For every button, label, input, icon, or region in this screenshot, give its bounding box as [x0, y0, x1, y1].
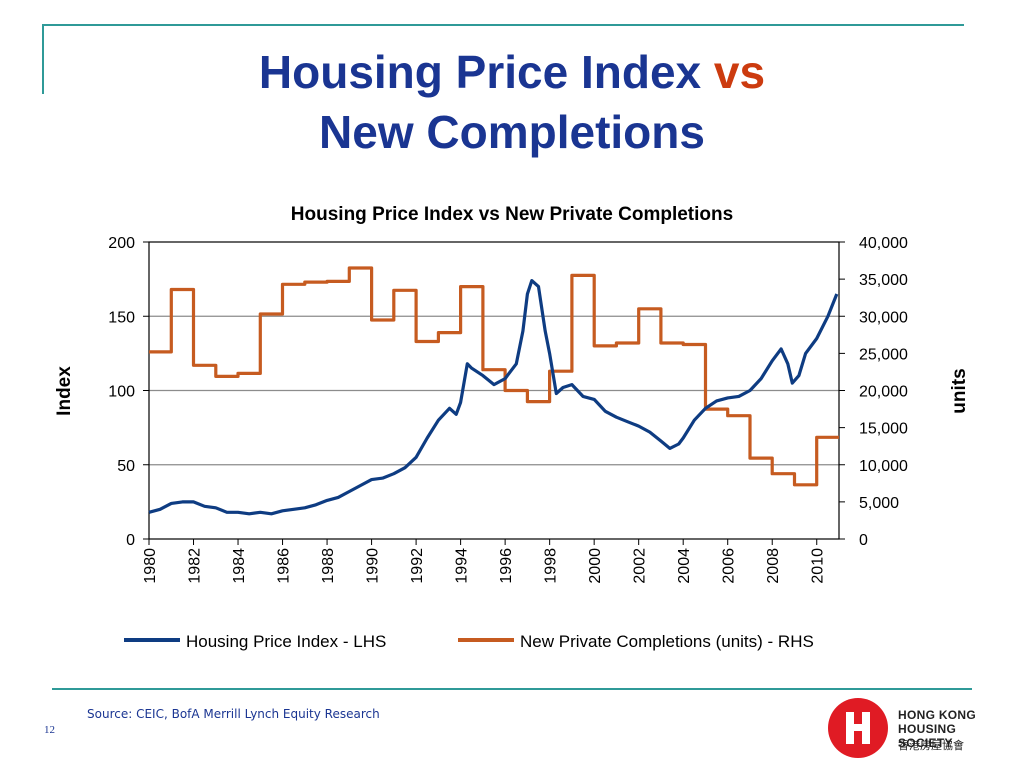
slide-title: Housing Price Index vs New Completions [0, 42, 1024, 162]
title-main: Housing Price Index [258, 46, 702, 98]
right-axis-ticks: 0 5,000 10,000 15,000 20,000 25,000 30,000 35,0… [839, 235, 908, 549]
left-tick-label: 50 [117, 458, 135, 475]
right-tick-label: 10,000 [859, 458, 908, 475]
series-line-new-private-completions [149, 266, 839, 487]
legend-label-housing-price-index: Housing Price Index - LHS [186, 632, 386, 651]
legend-label-new-private-completions: New Private Completions (units) - RHS [520, 632, 814, 651]
x-tick-label: 1994 [454, 548, 471, 584]
right-axis-label: units [949, 368, 970, 413]
x-tick-label: 2002 [632, 548, 649, 584]
source-note: Source: CEIC, BofA Merrill Lynch Equity … [87, 707, 380, 721]
x-tick-label: 2004 [676, 548, 693, 584]
right-tick-label: 35,000 [859, 272, 908, 289]
chart: Housing Price Index vs New Private Compl… [54, 204, 970, 651]
x-tick-label: 1992 [409, 548, 426, 584]
right-tick-label: 40,000 [859, 235, 908, 252]
gridlines [149, 315, 839, 466]
chart-title: Housing Price Index vs New Private Compl… [291, 204, 733, 225]
x-tick-label: 1986 [276, 548, 293, 584]
logo-text-line-1: HONG KONG [898, 708, 977, 722]
left-tick-label: 0 [126, 532, 135, 549]
legend: Housing Price Index - LHS New Private Co… [124, 632, 814, 651]
left-tick-label: 150 [108, 309, 135, 326]
title-line-2: New Completions [319, 106, 705, 158]
logo-mark-icon [828, 698, 888, 758]
left-axis-label: Index [54, 366, 75, 416]
left-tick-label: 100 [108, 384, 135, 401]
x-tick-label: 1990 [365, 548, 382, 584]
x-tick-label: 1984 [231, 548, 248, 584]
title-vs: vs [713, 46, 766, 98]
x-tick-label: 1980 [142, 548, 159, 584]
x-tick-label: 2000 [587, 548, 604, 584]
x-tick-label: 1982 [187, 548, 204, 584]
x-tick-label: 2010 [810, 548, 827, 584]
organization-logo: HONG KONG HOUSING SOCIETY 香港房屋協會 [828, 698, 988, 758]
bottom-accent-line [52, 688, 972, 690]
left-axis-ticks: 0 50 100 150 200 [108, 235, 149, 549]
x-tick-label: 1996 [498, 548, 515, 584]
x-tick-label: 1988 [320, 548, 337, 584]
x-axis-ticks: 1980 1982 1984 1986 1988 1990 1992 1994 1996 1998… [142, 539, 827, 584]
page-number: 12 [44, 724, 55, 736]
right-tick-label: 15,000 [859, 421, 908, 438]
x-tick-label: 1998 [543, 548, 560, 584]
x-tick-label: 2006 [721, 548, 738, 584]
x-tick-label: 2008 [765, 548, 782, 584]
logo-text-line-2: HOUSING SOCIETY [898, 722, 957, 750]
right-tick-label: 0 [859, 532, 868, 549]
top-accent-line [42, 24, 964, 26]
left-accent-line [42, 24, 44, 94]
right-tick-label: 25,000 [859, 346, 908, 363]
logo-text-chinese: 香港房屋協會 [898, 739, 964, 752]
left-tick-label: 200 [108, 235, 135, 252]
series-line-housing-price-index [148, 279, 839, 516]
right-tick-label: 20,000 [859, 384, 908, 401]
right-tick-label: 5,000 [859, 495, 899, 512]
right-tick-label: 30,000 [859, 309, 908, 326]
